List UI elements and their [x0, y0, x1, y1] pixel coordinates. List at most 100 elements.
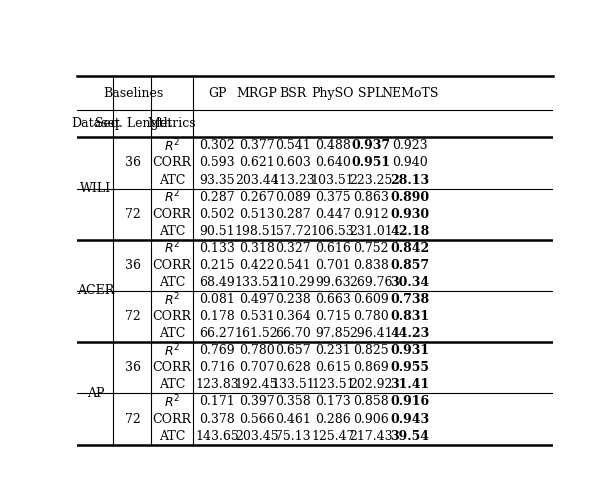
Text: 0.912: 0.912: [353, 208, 389, 221]
Text: ATC: ATC: [159, 276, 185, 289]
Text: 0.716: 0.716: [200, 361, 235, 374]
Text: 0.752: 0.752: [353, 242, 389, 255]
Text: Baselines: Baselines: [104, 87, 164, 100]
Text: 269.76: 269.76: [349, 276, 392, 289]
Text: 223.25: 223.25: [349, 173, 392, 186]
Text: $R^2$: $R^2$: [164, 342, 180, 359]
Text: SPL: SPL: [358, 87, 384, 100]
Text: $R^2$: $R^2$: [164, 189, 180, 206]
Text: 36: 36: [125, 156, 141, 169]
Text: 0.286: 0.286: [315, 413, 351, 425]
Text: 0.513: 0.513: [239, 208, 274, 221]
Text: 123.83: 123.83: [195, 379, 239, 392]
Text: 0.375: 0.375: [315, 191, 351, 204]
Text: 0.923: 0.923: [392, 140, 428, 152]
Text: 0.931: 0.931: [391, 344, 429, 357]
Text: 90.51: 90.51: [200, 225, 235, 238]
Text: CORR: CORR: [152, 156, 192, 169]
Text: 296.41: 296.41: [349, 327, 392, 340]
Text: ATC: ATC: [159, 225, 185, 238]
Text: AP: AP: [87, 387, 104, 400]
Text: PhySO: PhySO: [311, 87, 354, 100]
Text: Metrics: Metrics: [147, 117, 196, 130]
Text: $R^2$: $R^2$: [164, 291, 180, 308]
Text: 0.327: 0.327: [276, 242, 311, 255]
Text: 0.916: 0.916: [391, 396, 429, 408]
Text: 0.081: 0.081: [199, 293, 235, 306]
Text: 103.51: 103.51: [311, 173, 355, 186]
Text: 0.857: 0.857: [391, 259, 429, 272]
Text: 66.70: 66.70: [276, 327, 311, 340]
Text: 106.53: 106.53: [311, 225, 355, 238]
Text: 0.377: 0.377: [239, 140, 274, 152]
Text: BSR: BSR: [279, 87, 307, 100]
Text: $R^2$: $R^2$: [164, 138, 180, 154]
Text: CORR: CORR: [152, 413, 192, 425]
Text: 30.34: 30.34: [391, 276, 429, 289]
Text: 0.715: 0.715: [315, 310, 351, 323]
Text: CORR: CORR: [152, 259, 192, 272]
Text: 0.858: 0.858: [353, 396, 389, 408]
Text: 36: 36: [125, 259, 141, 272]
Text: 0.133: 0.133: [199, 242, 235, 255]
Text: 0.943: 0.943: [391, 413, 429, 425]
Text: 42.18: 42.18: [391, 225, 429, 238]
Text: 0.358: 0.358: [276, 396, 311, 408]
Text: 31.41: 31.41: [391, 379, 429, 392]
Text: 0.287: 0.287: [276, 208, 311, 221]
Text: CORR: CORR: [152, 361, 192, 374]
Text: 0.541: 0.541: [276, 140, 311, 152]
Text: 203.45: 203.45: [235, 429, 278, 443]
Text: ATC: ATC: [159, 429, 185, 443]
Text: 0.825: 0.825: [353, 344, 389, 357]
Text: 0.497: 0.497: [239, 293, 274, 306]
Text: CORR: CORR: [152, 208, 192, 221]
Text: 28.13: 28.13: [391, 173, 429, 186]
Text: 0.447: 0.447: [315, 208, 351, 221]
Text: Dataset: Dataset: [71, 117, 120, 130]
Text: 0.906: 0.906: [353, 413, 389, 425]
Text: 0.869: 0.869: [353, 361, 389, 374]
Text: 0.397: 0.397: [239, 396, 274, 408]
Text: WILI: WILI: [80, 182, 111, 195]
Text: ACER: ACER: [77, 284, 114, 297]
Text: 0.609: 0.609: [353, 293, 389, 306]
Text: $R^2$: $R^2$: [164, 394, 180, 410]
Text: 0.663: 0.663: [315, 293, 351, 306]
Text: 0.842: 0.842: [391, 242, 429, 255]
Text: 72: 72: [125, 310, 141, 323]
Text: 0.780: 0.780: [353, 310, 389, 323]
Text: 0.628: 0.628: [276, 361, 311, 374]
Text: 133.52: 133.52: [235, 276, 278, 289]
Text: 0.940: 0.940: [392, 156, 428, 169]
Text: 0.364: 0.364: [275, 310, 311, 323]
Text: 231.01: 231.01: [349, 225, 393, 238]
Text: 0.657: 0.657: [276, 344, 311, 357]
Text: 0.318: 0.318: [239, 242, 274, 255]
Text: 0.231: 0.231: [315, 344, 351, 357]
Text: 66.27: 66.27: [200, 327, 235, 340]
Text: 0.287: 0.287: [200, 191, 235, 204]
Text: 192.45: 192.45: [235, 379, 278, 392]
Text: 113.23: 113.23: [271, 173, 315, 186]
Text: 0.937: 0.937: [351, 140, 391, 152]
Text: 97.85: 97.85: [315, 327, 351, 340]
Text: 0.951: 0.951: [351, 156, 391, 169]
Text: 0.541: 0.541: [276, 259, 311, 272]
Text: 0.955: 0.955: [391, 361, 429, 374]
Text: 72: 72: [125, 413, 141, 425]
Text: 161.52: 161.52: [235, 327, 278, 340]
Text: Seq. Length: Seq. Length: [95, 117, 171, 130]
Text: 0.738: 0.738: [391, 293, 429, 306]
Text: 0.461: 0.461: [275, 413, 311, 425]
Text: 99.63: 99.63: [315, 276, 351, 289]
Text: 203.44: 203.44: [235, 173, 279, 186]
Text: 0.178: 0.178: [200, 310, 235, 323]
Text: 0.707: 0.707: [239, 361, 274, 374]
Text: 0.769: 0.769: [200, 344, 235, 357]
Text: 57.72: 57.72: [276, 225, 311, 238]
Text: $R^2$: $R^2$: [164, 240, 180, 257]
Text: 0.621: 0.621: [239, 156, 274, 169]
Text: GP: GP: [208, 87, 227, 100]
Text: 44.23: 44.23: [391, 327, 429, 340]
